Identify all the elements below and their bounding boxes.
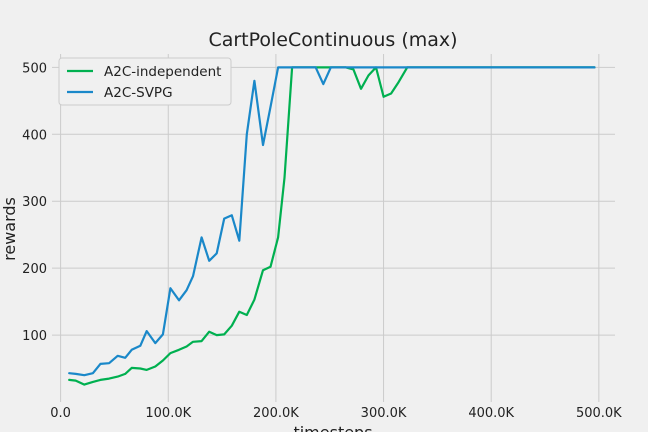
y-tick-label: 100 xyxy=(22,329,47,344)
x-tick-label: 300.0K xyxy=(361,406,407,421)
x-tick-label: 500.0K xyxy=(576,406,622,421)
y-axis-label: rewards xyxy=(0,197,19,261)
series-line-a2c-svpg xyxy=(68,66,596,377)
legend: A2C-independent A2C-SVPG xyxy=(58,57,232,106)
tick-labels: 0.0 100.0K 200.0K 300.0K 400.0K 500.0K 100 200 3… xyxy=(22,61,622,421)
legend-label: A2C-SVPG xyxy=(104,85,173,101)
y-tick-label: 200 xyxy=(22,262,47,277)
series-lines xyxy=(68,66,596,386)
chart-title: CartPoleContinuous (max) xyxy=(208,29,457,51)
y-tick-label: 400 xyxy=(22,128,47,143)
x-tick-label: 200.0K xyxy=(253,406,299,421)
legend-box xyxy=(58,57,232,106)
x-tick-label: 0.0 xyxy=(50,406,71,421)
x-axis-label: timesteps xyxy=(293,423,372,432)
y-tick-label: 300 xyxy=(22,195,47,210)
legend-label: A2C-independent xyxy=(104,64,221,80)
grid xyxy=(52,54,615,402)
series-line-a2c-independent xyxy=(68,66,596,386)
x-tick-label: 400.0K xyxy=(468,406,514,421)
y-tick-label: 500 xyxy=(22,61,47,76)
x-tick-label: 100.0K xyxy=(145,406,191,421)
